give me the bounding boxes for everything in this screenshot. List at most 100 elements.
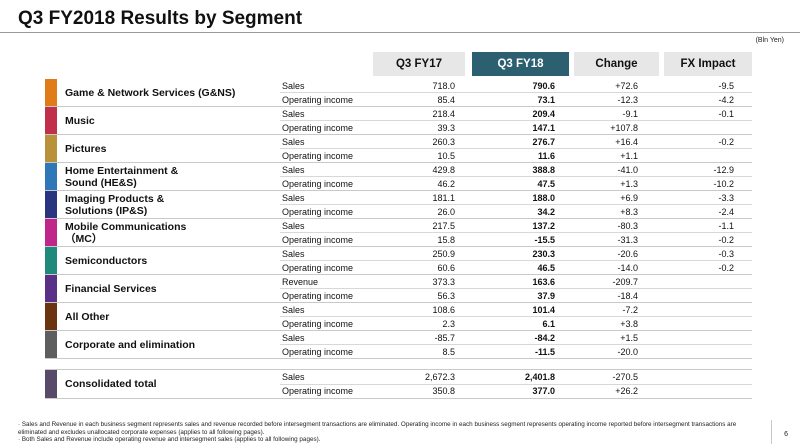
q3-fy17-value: 260.3: [432, 136, 455, 147]
change-value: -80.3: [617, 220, 638, 231]
segment-group: Financial Services Revenue 373.3 163.6 -209.…: [45, 275, 752, 303]
q3-fy17-value: 373.3: [432, 276, 455, 287]
q3-fy18-value: 37.9: [537, 290, 555, 301]
metric-label: Sales: [282, 371, 305, 382]
segment-color-swatch: [45, 135, 57, 162]
q3-fy18-value: 188.0: [532, 192, 555, 203]
header-change: Change: [574, 52, 659, 76]
metric-label: Sales: [282, 332, 305, 343]
segment-color-swatch: [45, 247, 57, 274]
q3-fy18-value: -84.2: [534, 332, 555, 343]
page-title: Q3 FY2018 Results by Segment: [18, 8, 303, 29]
q3-fy17-value: 60.6: [437, 262, 455, 273]
q3-fy17-value: 350.8: [432, 386, 455, 397]
page-number-divider: [771, 420, 772, 444]
segment-name: Financial Services: [65, 282, 157, 295]
fx-impact-value: -0.2: [718, 136, 734, 147]
header-q3-fy18: Q3 FY18: [472, 52, 569, 76]
table-row: Operating income 15.8 -15.5 -31.3 -0.2: [280, 232, 752, 246]
change-value: -20.6: [617, 248, 638, 259]
q3-fy18-value: 34.2: [537, 206, 555, 217]
q3-fy17-value: 217.5: [432, 220, 455, 231]
q3-fy18-value: 11.6: [537, 150, 555, 161]
table-row: Operating income 8.5 -11.5 -20.0: [280, 344, 752, 358]
q3-fy18-value: 2,401.8: [524, 371, 555, 382]
table-row: Sales 260.3 276.7 +16.4 -0.2: [280, 135, 752, 148]
metric-label: Sales: [282, 80, 305, 91]
consolidated-total-row: Consolidated total Sales 2,672.3 2,401.8 -27…: [45, 369, 752, 399]
fx-impact-value: -10.2: [713, 178, 734, 189]
q3-fy18-value: 46.5: [537, 262, 555, 273]
table-row: Operating income 26.0 34.2 +8.3 -2.4: [280, 204, 752, 218]
q3-fy17-value: 718.0: [432, 80, 455, 91]
table-row: Sales 218.4 209.4 -9.1 -0.1: [280, 107, 752, 120]
segment-group: Music Sales 218.4 209.4 -9.1 -0.1 Operating in…: [45, 107, 752, 135]
q3-fy17-value: 8.5: [442, 346, 455, 357]
q3-fy17-value: 108.6: [432, 304, 455, 315]
segment-color-swatch: [45, 370, 57, 398]
table-row: Operating income 56.3 37.9 -18.4: [280, 288, 752, 302]
fx-impact-value: -0.2: [718, 262, 734, 273]
q3-fy17-value: 10.5: [437, 150, 455, 161]
q3-fy18-value: 790.6: [532, 80, 555, 91]
segment-color-swatch: [45, 191, 57, 218]
metric-label: Operating income: [282, 178, 354, 189]
segment-name: Pictures: [65, 142, 107, 155]
fx-impact-value: -2.4: [718, 206, 734, 217]
q3-fy18-value: 377.0: [532, 386, 555, 397]
metric-label: Sales: [282, 304, 305, 315]
change-value: -31.3: [617, 234, 638, 245]
q3-fy17-value: 85.4: [437, 94, 455, 105]
table-row: Sales 250.9 230.3 -20.6 -0.3: [280, 247, 752, 260]
q3-fy17-value: 46.2: [437, 178, 455, 189]
q3-fy18-value: -11.5: [534, 346, 555, 357]
change-value: -20.0: [617, 346, 638, 357]
q3-fy17-value: 181.1: [432, 192, 455, 203]
unit-label: (Bln Yen): [755, 37, 784, 44]
fx-impact-value: -12.9: [713, 164, 734, 175]
change-value: -7.2: [622, 304, 638, 315]
q3-fy17-value: 39.3: [437, 122, 455, 133]
table-row: Sales 429.8 388.8 -41.0 -12.9: [280, 163, 752, 176]
header-q3-fy17: Q3 FY17: [373, 52, 465, 76]
metric-label: Operating income: [282, 150, 354, 161]
change-value: +72.6: [615, 80, 638, 91]
fx-impact-value: -4.2: [718, 94, 734, 105]
change-value: +1.3: [620, 178, 638, 189]
change-value: +8.3: [620, 206, 638, 217]
q3-fy17-value: 250.9: [432, 248, 455, 259]
table-row: Operating income 10.5 11.6 +1.1: [280, 148, 752, 162]
table-row: Operating income 46.2 47.5 +1.3 -10.2: [280, 176, 752, 190]
change-value: -9.1: [622, 108, 638, 119]
metric-label: Operating income: [282, 206, 354, 217]
change-value: +6.9: [620, 192, 638, 203]
fx-impact-value: -3.3: [718, 192, 734, 203]
table-row: Sales 718.0 790.6 +72.6 -9.5: [280, 79, 752, 92]
segment-group: Imaging Products & Solutions (IP&S) Sales…: [45, 191, 752, 219]
metric-label: Sales: [282, 164, 305, 175]
segment-color-swatch: [45, 275, 57, 302]
metric-label: Operating income: [282, 262, 354, 273]
change-value: +16.4: [615, 136, 638, 147]
q3-fy17-value: 2,672.3: [424, 371, 455, 382]
metric-label: Operating income: [282, 122, 354, 133]
metric-label: Operating income: [282, 94, 354, 105]
q3-fy18-value: 163.6: [532, 276, 555, 287]
q3-fy18-value: 388.8: [532, 164, 555, 175]
segment-name: Consolidated total: [65, 378, 157, 390]
change-value: +1.5: [620, 332, 638, 343]
table-row: Revenue 373.3 163.6 -209.7: [280, 275, 752, 288]
header-fx-impact: FX Impact: [664, 52, 752, 76]
q3-fy18-value: 276.7: [532, 136, 555, 147]
q3-fy17-value: -85.7: [434, 332, 455, 343]
segment-name: All Other: [65, 310, 110, 323]
table-row: Sales 2,672.3 2,401.8 -270.5: [280, 370, 752, 384]
metric-label: Sales: [282, 220, 305, 231]
q3-fy18-value: 209.4: [532, 108, 555, 119]
q3-fy18-value: 101.4: [532, 304, 555, 315]
q3-fy18-value: 230.3: [532, 248, 555, 259]
metric-label: Sales: [282, 136, 305, 147]
segment-name: Imaging Products & Solutions (IP&S): [65, 192, 165, 217]
segment-name: Home Entertainment & Sound (HE&S): [65, 164, 179, 189]
segment-group: Corporate and elimination Sales -85.7 -84.2…: [45, 331, 752, 359]
